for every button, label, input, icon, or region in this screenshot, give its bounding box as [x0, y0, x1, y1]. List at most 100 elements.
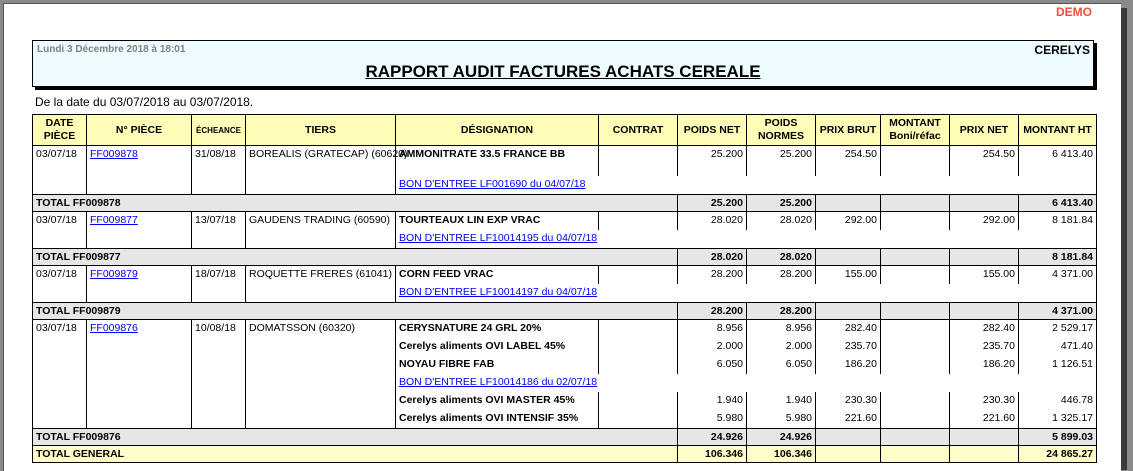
piece-link[interactable]: FF009878	[90, 148, 138, 160]
poids-normes-cell: 2.000	[746, 338, 816, 356]
tiers-cell: GAUDENS TRADING (60590)	[245, 211, 396, 249]
col-prix-brut[interactable]: PRIX BRUT	[815, 114, 881, 146]
montant-boni-cell	[880, 265, 950, 284]
designation-cell: CORN FEED VRAC	[395, 265, 599, 284]
montant-ht-cell: 1 126.51	[1018, 356, 1097, 374]
total-poids-net: 28.020	[677, 248, 747, 266]
col-echeance[interactable]: ÉCHEANCE	[191, 114, 246, 146]
total-empty	[815, 194, 881, 212]
poids-net-cell: 5.980	[677, 410, 747, 429]
prix-brut-cell: 254.50	[815, 145, 881, 176]
table-header-row: DATE PIÈCE N° PIÈCE ÉCHEANCE TIERS DÉSIG…	[32, 114, 1097, 146]
invoice-total-row: TOTAL FF009877 28.020 28.020 8 181.84	[32, 248, 1097, 266]
report-title: RAPPORT AUDIT FACTURES ACHATS CEREALE	[365, 62, 761, 81]
invoice-total-row: TOTAL FF009878 25.200 25.200 6 413.40	[32, 194, 1097, 212]
poids-normes-cell: 28.200	[746, 265, 816, 284]
poids-net-cell: 28.200	[677, 265, 747, 284]
bon-cell: BON D'ENTREE LF10014186 du 02/07/18	[395, 374, 1097, 392]
total-poids-net: 24.926	[677, 428, 747, 446]
table-row: 03/07/18 FF009876 10/08/18 DOMATSSON (60…	[32, 319, 1097, 429]
bon-link[interactable]: BON D'ENTREE LF10014197 du 04/07/18	[399, 286, 598, 298]
invoice-table: DATE PIÈCE N° PIÈCE ÉCHEANCE TIERS DÉSIG…	[32, 114, 1097, 463]
piece-cell: FF009878	[86, 145, 192, 195]
prix-net-cell: 155.00	[949, 265, 1019, 284]
table-row: Cerelys aliments OVI MASTER 45% 1.940 1.…	[33, 392, 1097, 410]
montant-ht-cell: 4 371.00	[1018, 265, 1097, 284]
col-no-piece[interactable]: N° PIÈCE	[86, 114, 192, 146]
echeance-cell: 10/08/18	[191, 319, 246, 429]
contrat-cell	[598, 338, 678, 356]
prix-brut-cell: 235.70	[815, 338, 881, 356]
grand-total-empty	[815, 445, 881, 463]
table-row: Cerelys aliments OVI LABEL 45% 2.000 2.0…	[33, 338, 1097, 356]
contrat-cell	[598, 265, 678, 284]
bon-link[interactable]: BON D'ENTREE LF10014195 du 04/07/18	[399, 232, 598, 244]
table-row: 03/07/18 FF009877 13/07/18 GAUDENS TRADI…	[32, 211, 1097, 249]
piece-link[interactable]: FF009876	[90, 322, 138, 334]
col-tiers[interactable]: TIERS	[245, 114, 396, 146]
poids-normes-cell: 5.980	[746, 410, 816, 429]
col-contrat[interactable]: CONTRAT	[598, 114, 678, 146]
date-cell: 03/07/18	[32, 145, 87, 195]
col-prix-net[interactable]: PRIX NET	[949, 114, 1019, 146]
montant-ht-cell: 1 325.17	[1018, 410, 1097, 429]
prix-brut-cell: 186.20	[815, 356, 881, 374]
total-montant-ht: 6 413.40	[1018, 194, 1097, 212]
grand-total-poids-normes: 106.346	[746, 445, 816, 463]
contrat-cell	[598, 356, 678, 374]
page-shadow	[1121, 8, 1127, 470]
prix-net-cell: 292.00	[949, 211, 1019, 230]
piece-cell: FF009877	[86, 211, 192, 249]
bon-link[interactable]: BON D'ENTREE LF10014186 du 02/07/18	[399, 376, 598, 388]
total-empty	[949, 428, 1019, 446]
poids-normes-cell: 8.956	[746, 319, 816, 338]
total-empty	[880, 248, 950, 266]
tiers-cell: BOREALIS (GRATECAP) (60620)	[245, 145, 408, 195]
total-label: TOTAL FF009879	[32, 302, 678, 320]
total-empty	[880, 428, 950, 446]
prix-net-cell: 235.70	[949, 338, 1019, 356]
poids-net-cell: 25.200	[677, 145, 747, 176]
piece-cell: FF009876	[86, 319, 192, 429]
col-designation[interactable]: DÉSIGNATION	[395, 114, 599, 146]
designation-cell: NOYAU FIBRE FAB	[395, 356, 599, 374]
grand-total-empty	[880, 445, 950, 463]
col-montant-ht[interactable]: MONTANT HT	[1018, 114, 1097, 146]
col-date-piece[interactable]: DATE PIÈCE	[32, 114, 87, 146]
total-label: TOTAL FF009877	[32, 248, 678, 266]
total-montant-ht: 8 181.84	[1018, 248, 1097, 266]
table-row: 03/07/18 FF009879 18/07/18 ROQUETTE FRER…	[32, 265, 1097, 303]
tiers-cell: DOMATSSON (60320)	[245, 319, 396, 429]
piece-link[interactable]: FF009877	[90, 214, 138, 226]
poids-normes-cell: 1.940	[746, 392, 816, 410]
total-empty	[815, 428, 881, 446]
bon-cell: BON D'ENTREE LF10014197 du 04/07/18	[395, 284, 1097, 303]
montant-boni-cell	[880, 392, 950, 410]
total-empty	[880, 194, 950, 212]
piece-link[interactable]: FF009879	[90, 268, 138, 280]
bon-link[interactable]: BON D'ENTREE LF001690 du 04/07/18	[399, 178, 586, 190]
contrat-cell	[598, 211, 678, 230]
report-date: Lundi 3 Décembre 2018 à 18:01	[37, 44, 186, 55]
total-montant-ht: 5 899.03	[1018, 428, 1097, 446]
designation-cell: TOURTEAUX LIN EXP VRAC	[395, 211, 599, 230]
date-cell: 03/07/18	[32, 265, 87, 303]
bon-row: BON D'ENTREE LF001690 du 04/07/18	[33, 176, 1097, 195]
montant-ht-cell: 8 181.84	[1018, 211, 1097, 230]
tiers-cell: ROQUETTE FRERES (61041)	[245, 265, 396, 303]
montant-boni-cell	[880, 211, 950, 230]
col-poids-normes[interactable]: POIDS NORMES	[746, 114, 816, 146]
col-montant-boni[interactable]: MONTANT Boni/réfac	[880, 114, 950, 146]
designation-cell: CERYSNATURE 24 GRL 20%	[395, 319, 599, 338]
contrat-cell	[598, 145, 678, 176]
prix-brut-cell: 221.60	[815, 410, 881, 429]
montant-boni-cell	[880, 338, 950, 356]
grand-total-label: TOTAL GENERAL	[32, 445, 678, 463]
montant-boni-cell	[880, 319, 950, 338]
col-poids-net[interactable]: POIDS NET	[677, 114, 747, 146]
total-poids-net: 25.200	[677, 194, 747, 212]
total-poids-normes: 25.200	[746, 194, 816, 212]
prix-brut-cell: 155.00	[815, 265, 881, 284]
grand-total-row: TOTAL GENERAL 106.346 106.346 24 865.27	[32, 445, 1097, 463]
poids-net-cell: 1.940	[677, 392, 747, 410]
